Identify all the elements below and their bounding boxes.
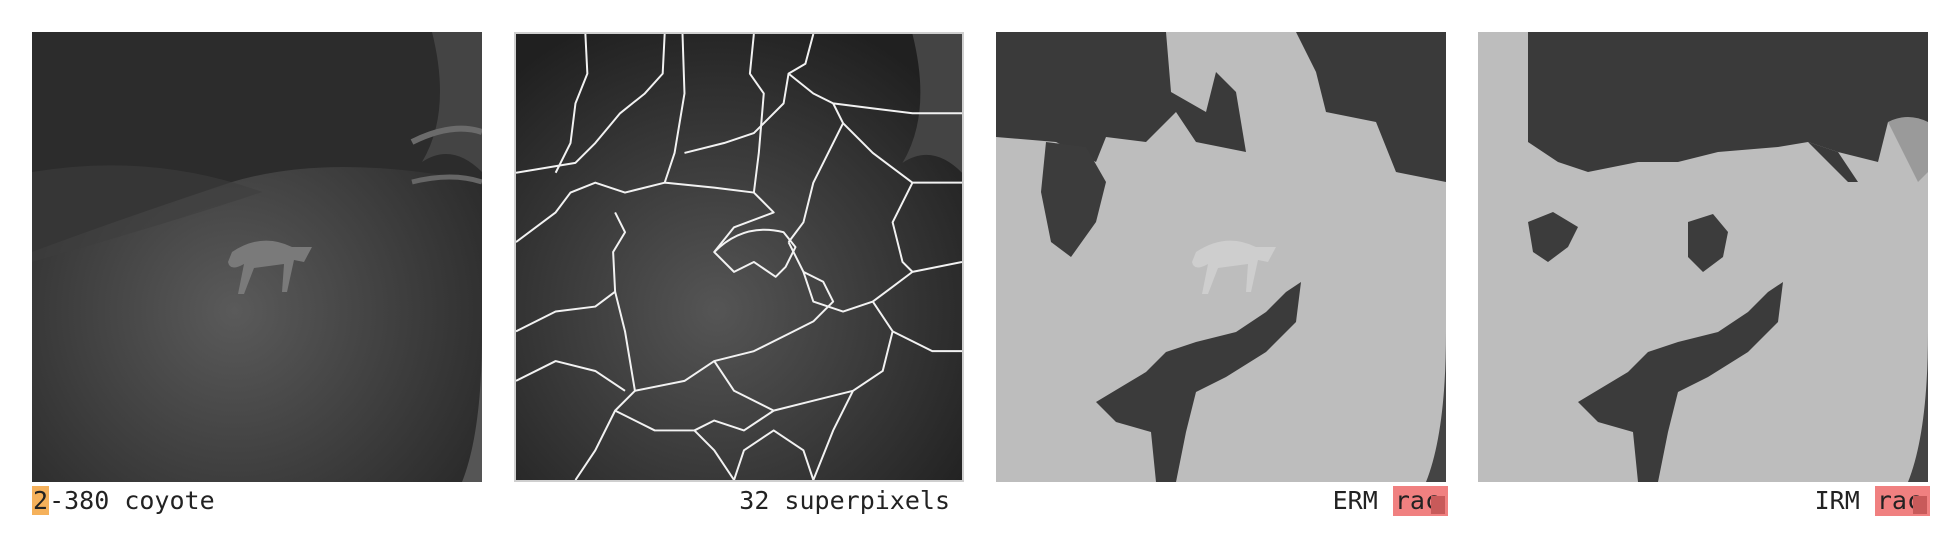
- caption-superpixels: 32 superpixels: [739, 486, 950, 515]
- original-image: [32, 32, 482, 482]
- caption-highlight: 2: [32, 486, 50, 515]
- method-label: ERM: [1332, 486, 1378, 515]
- erm-mask-image: [996, 32, 1446, 482]
- caption-original: 2-380 coyote: [32, 486, 215, 516]
- coyote-shape: [228, 240, 312, 294]
- irm-mask-image: [1478, 32, 1928, 482]
- class-swatch: [1431, 496, 1445, 514]
- caption-text: -380 coyote: [49, 486, 215, 515]
- class-tag: rac: [1392, 486, 1448, 516]
- caption-erm: ERM rac: [1333, 486, 1448, 516]
- class-swatch: [1913, 496, 1927, 514]
- superpixel-image: [514, 32, 964, 482]
- caption-irm: IRM rac: [1815, 486, 1930, 516]
- method-label: IRM: [1814, 486, 1860, 515]
- class-tag: rac: [1874, 486, 1930, 516]
